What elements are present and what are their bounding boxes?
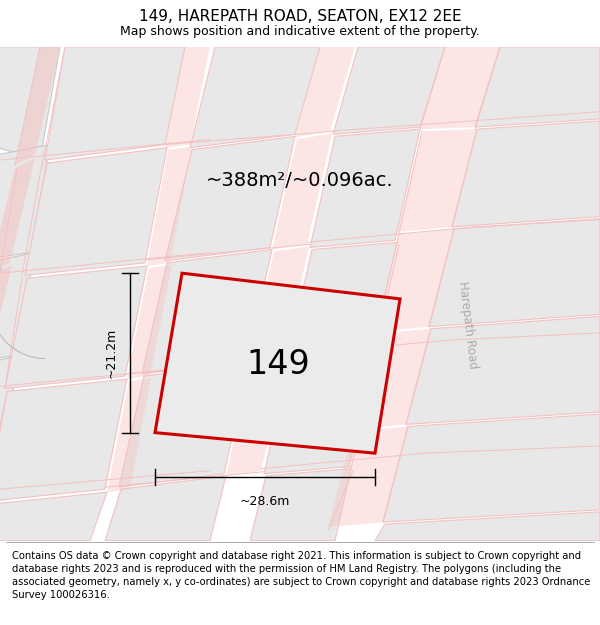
Polygon shape	[15, 47, 60, 165]
Polygon shape	[295, 47, 355, 138]
Polygon shape	[272, 133, 332, 249]
Polygon shape	[0, 144, 50, 263]
Polygon shape	[165, 136, 295, 261]
Polygon shape	[0, 265, 12, 374]
Polygon shape	[5, 266, 147, 388]
Polygon shape	[142, 249, 272, 374]
Polygon shape	[375, 512, 600, 541]
Polygon shape	[374, 229, 454, 332]
Polygon shape	[397, 129, 477, 232]
Polygon shape	[429, 219, 600, 327]
Polygon shape	[452, 121, 600, 227]
Text: Map shows position and indicative extent of the property.: Map shows position and indicative extent…	[120, 24, 480, 38]
Text: Contains OS data © Crown copyright and database right 2021. This information is : Contains OS data © Crown copyright and d…	[12, 551, 590, 601]
Polygon shape	[406, 316, 600, 424]
Polygon shape	[0, 458, 10, 541]
Polygon shape	[0, 253, 35, 366]
Polygon shape	[0, 379, 127, 501]
Polygon shape	[190, 47, 320, 148]
Polygon shape	[287, 242, 397, 361]
Polygon shape	[155, 273, 400, 453]
Polygon shape	[0, 492, 107, 541]
Polygon shape	[226, 359, 286, 476]
Polygon shape	[333, 47, 445, 134]
Polygon shape	[105, 476, 226, 541]
Polygon shape	[0, 158, 35, 271]
Polygon shape	[383, 414, 600, 522]
Polygon shape	[420, 47, 500, 129]
Polygon shape	[351, 329, 431, 429]
Polygon shape	[45, 47, 185, 160]
Text: ~388m²/~0.096ac.: ~388m²/~0.096ac.	[206, 171, 394, 190]
Text: ~21.2m: ~21.2m	[105, 328, 118, 378]
Polygon shape	[475, 47, 600, 127]
Polygon shape	[0, 356, 20, 469]
Polygon shape	[250, 469, 351, 541]
Polygon shape	[249, 246, 309, 362]
Polygon shape	[310, 129, 420, 248]
Polygon shape	[147, 147, 192, 266]
Polygon shape	[25, 148, 167, 275]
Polygon shape	[328, 426, 408, 528]
Polygon shape	[107, 378, 151, 492]
Text: Harepath Road: Harepath Road	[456, 280, 480, 369]
Text: ~28.6m: ~28.6m	[240, 496, 290, 508]
Text: 149: 149	[246, 348, 310, 381]
Polygon shape	[127, 265, 172, 379]
Polygon shape	[165, 47, 210, 148]
Polygon shape	[119, 362, 249, 487]
Polygon shape	[264, 356, 374, 474]
Polygon shape	[0, 47, 60, 160]
Text: 149, HAREPATH ROAD, SEATON, EX12 2EE: 149, HAREPATH ROAD, SEATON, EX12 2EE	[139, 9, 461, 24]
